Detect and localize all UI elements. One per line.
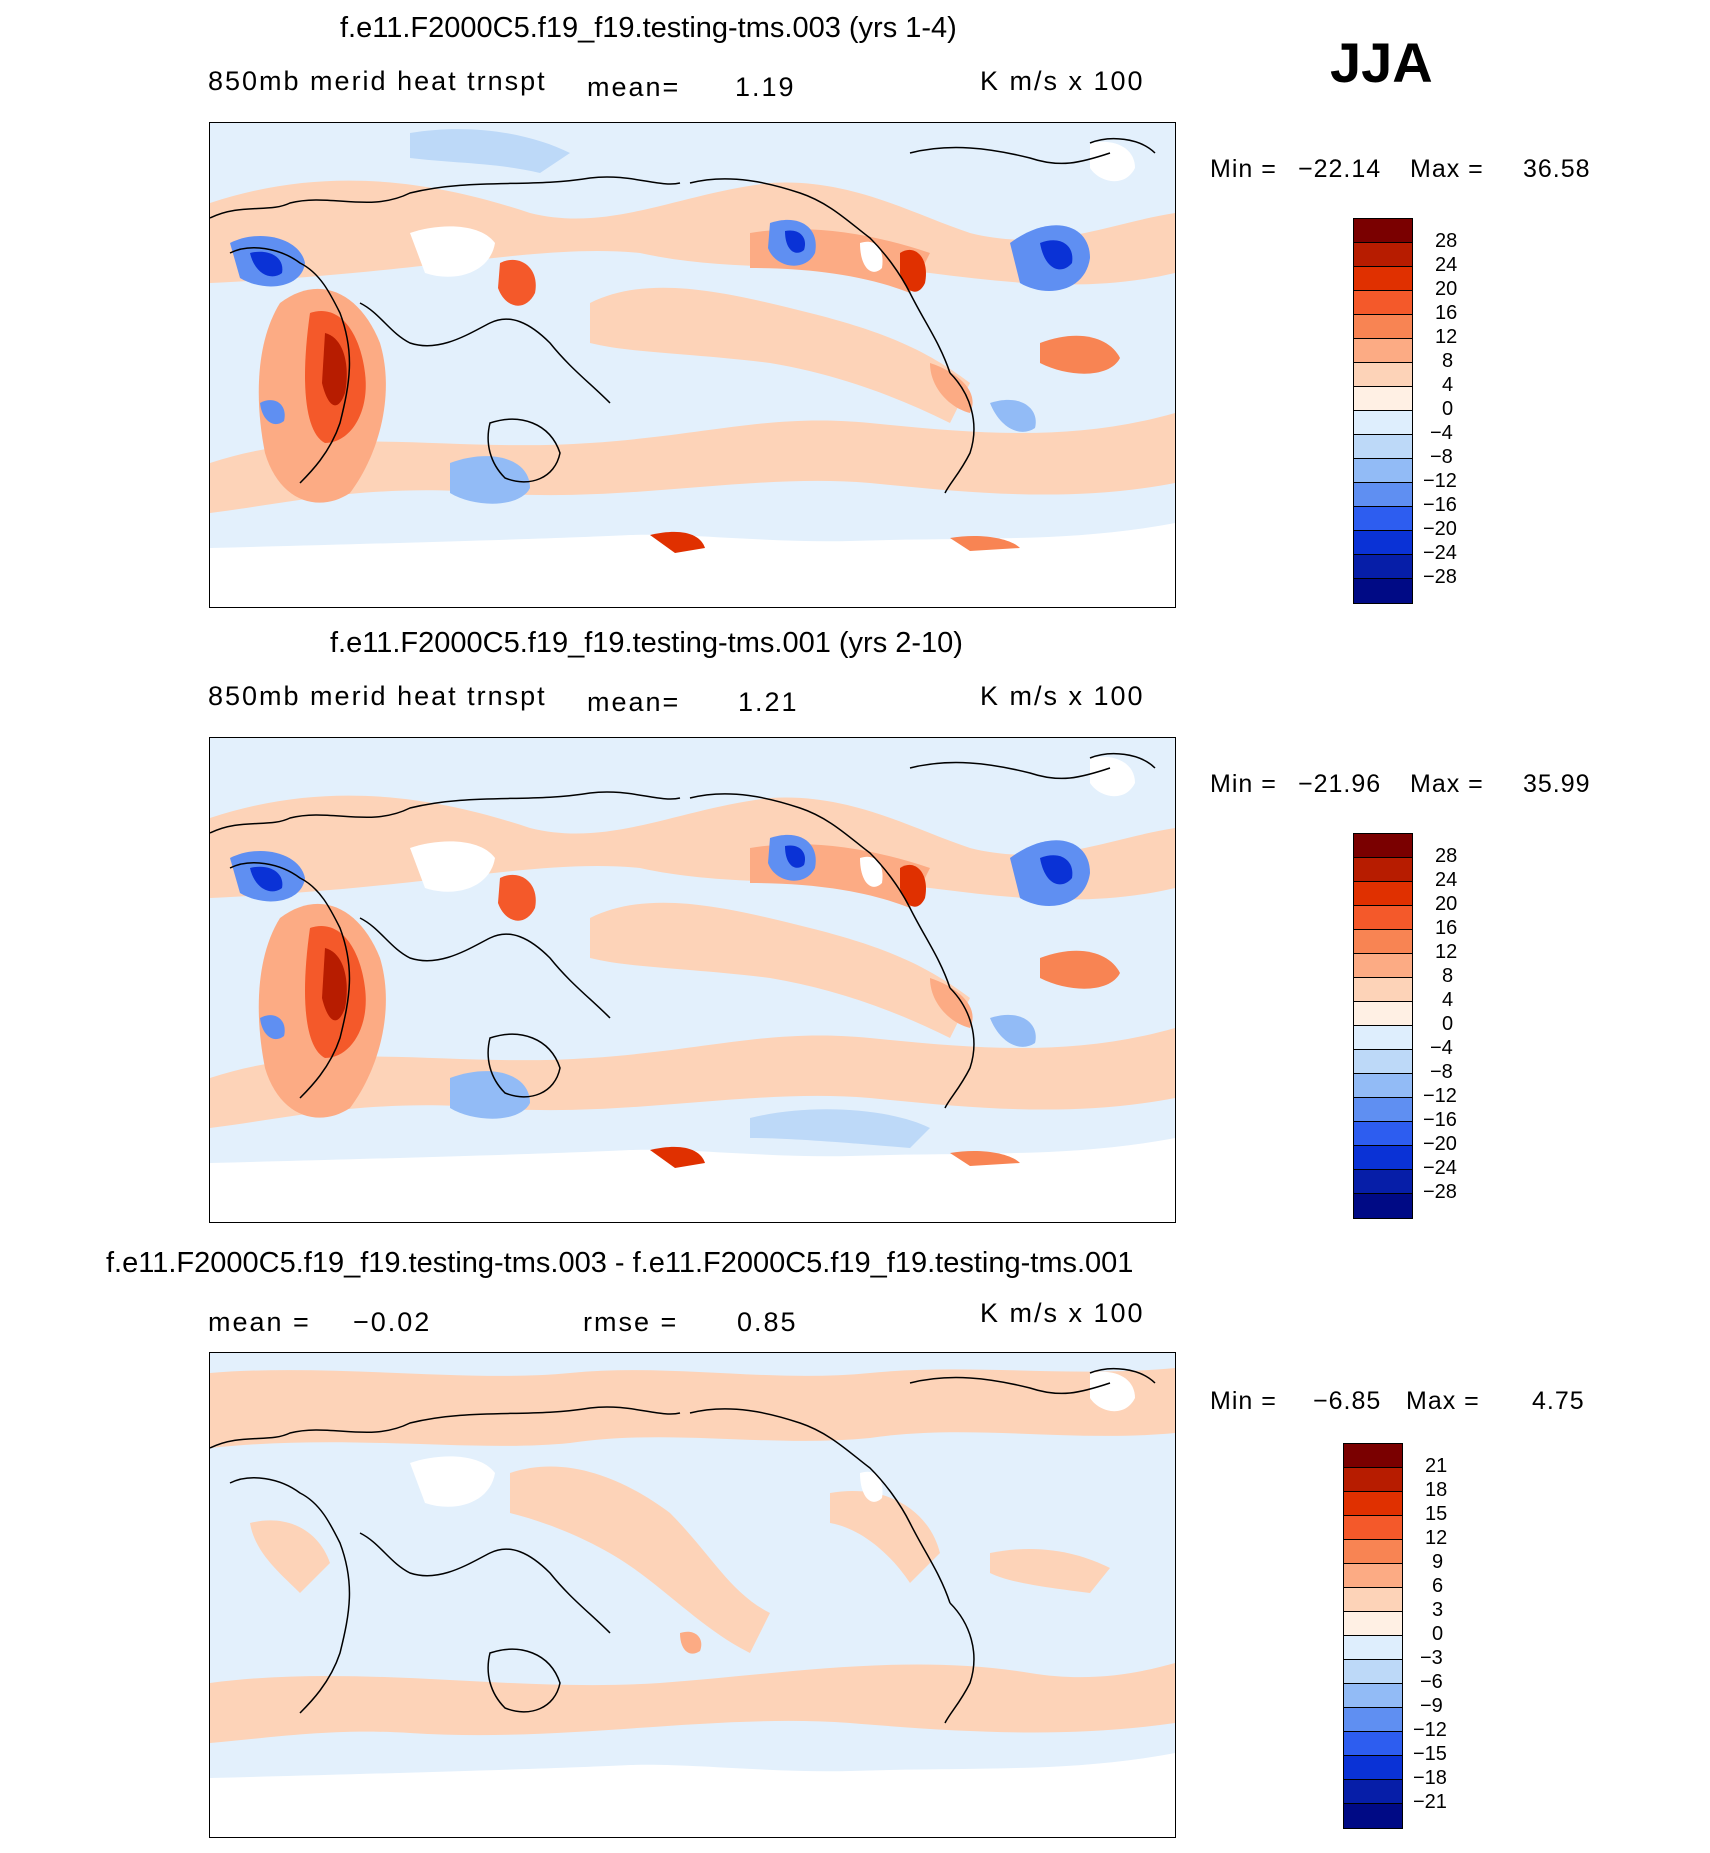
panel-1-title: f.e11.F2000C5.f19_f19.testing-tms.003 (y… <box>340 12 957 44</box>
colorbar-label: −12 <box>1423 1085 1457 1107</box>
colorbar-label: −24 <box>1423 1157 1457 1179</box>
panel-3-map <box>209 1352 1176 1838</box>
panel-1-units: K m/s x 100 <box>980 66 1145 96</box>
panel-1-min-value: −22.14 <box>1298 155 1382 183</box>
colorbar-label: −15 <box>1413 1743 1447 1765</box>
panel-3-min-label: Min = <box>1210 1387 1277 1415</box>
panel-2-max-value: 35.99 <box>1523 770 1591 798</box>
panel-2-map-field <box>210 738 1175 1222</box>
colorbar-label: −12 <box>1423 470 1457 492</box>
colorbar-label: −20 <box>1423 1133 1457 1155</box>
panel-2-max-label: Max = <box>1410 770 1484 798</box>
colorbar-label: −28 <box>1423 1181 1457 1203</box>
colorbar-label: 12 <box>1435 941 1458 963</box>
colorbar-label: 20 <box>1435 893 1458 915</box>
colorbar-label: 18 <box>1425 1479 1448 1501</box>
colorbar-label: 21 <box>1425 1455 1448 1477</box>
colorbar-label: −18 <box>1413 1767 1447 1789</box>
panel-3-mean-value: −0.02 <box>353 1307 432 1337</box>
colorbar-label: 9 <box>1432 1551 1444 1573</box>
colorbar-label: −4 <box>1430 1037 1453 1059</box>
colorbar-label: 12 <box>1435 326 1458 348</box>
colorbar-label: 0 <box>1442 398 1454 420</box>
colorbar-label: −28 <box>1423 566 1457 588</box>
panel-2-colorbar <box>1353 833 1413 1219</box>
colorbar-label: −20 <box>1423 518 1457 540</box>
colorbar-label: 28 <box>1435 845 1458 867</box>
colorbar-label: 24 <box>1435 254 1458 276</box>
colorbar-label: 8 <box>1442 350 1454 372</box>
panel-3-colorbar <box>1343 1443 1403 1829</box>
colorbar-label: 4 <box>1442 374 1454 396</box>
panel-1-max-value: 36.58 <box>1523 155 1591 183</box>
panel-2-mean-label: mean= <box>587 687 681 717</box>
colorbar-label: 16 <box>1435 917 1458 939</box>
panel-3-units: K m/s x 100 <box>980 1298 1145 1328</box>
colorbar-label: 0 <box>1432 1623 1444 1645</box>
colorbar-label: 8 <box>1442 965 1454 987</box>
colorbar-label: 24 <box>1435 869 1458 891</box>
panel-3-title: f.e11.F2000C5.f19_f19.testing-tms.003 - … <box>106 1247 1134 1279</box>
panel-2-mean-value: 1.21 <box>738 687 799 717</box>
colorbar-label: 3 <box>1432 1599 1444 1621</box>
colorbar-label: 12 <box>1425 1527 1448 1549</box>
panel-3-max-label: Max = <box>1406 1387 1480 1415</box>
colorbar-label: −8 <box>1430 446 1453 468</box>
season-label: JJA <box>1330 31 1433 94</box>
colorbar-label: −12 <box>1413 1719 1447 1741</box>
panel-2-title: f.e11.F2000C5.f19_f19.testing-tms.001 (y… <box>330 627 963 659</box>
colorbar-label: 15 <box>1425 1503 1448 1525</box>
panel-1-mean-label: mean= <box>587 72 681 102</box>
colorbar-label: 28 <box>1435 230 1458 252</box>
panel-3-min-value: −6.85 <box>1313 1387 1382 1415</box>
panel-2-variable: 850mb merid heat trnspt <box>208 681 547 711</box>
panel-1-max-label: Max = <box>1410 155 1484 183</box>
panel-3-rmse-value: 0.85 <box>737 1307 798 1337</box>
colorbar-label: −3 <box>1420 1647 1443 1669</box>
colorbar-label: −16 <box>1423 1109 1457 1131</box>
panel-1-map <box>209 122 1176 608</box>
panel-3-mean-label: mean = <box>208 1307 311 1337</box>
panel-3-map-field <box>210 1353 1175 1837</box>
panel-1-mean-value: 1.19 <box>735 72 796 102</box>
colorbar-label: 0 <box>1442 1013 1454 1035</box>
panel-3-max-value: 4.75 <box>1532 1387 1585 1415</box>
panel-2-map <box>209 737 1176 1223</box>
panel-2-units: K m/s x 100 <box>980 681 1145 711</box>
panel-1-min-label: Min = <box>1210 155 1277 183</box>
colorbar-label: −6 <box>1420 1671 1443 1693</box>
colorbar-label: 4 <box>1442 989 1454 1011</box>
panel-1-variable: 850mb merid heat trnspt <box>208 66 547 96</box>
colorbar-label: −4 <box>1430 422 1453 444</box>
panel-2-min-label: Min = <box>1210 770 1277 798</box>
colorbar-label: −9 <box>1420 1695 1443 1717</box>
colorbar-label: −21 <box>1413 1791 1447 1813</box>
panel-1-colorbar <box>1353 218 1413 604</box>
panel-1-map-field <box>210 123 1175 607</box>
colorbar-label: 16 <box>1435 302 1458 324</box>
colorbar-label: −16 <box>1423 494 1457 516</box>
panel-2-min-value: −21.96 <box>1298 770 1382 798</box>
colorbar-label: −24 <box>1423 542 1457 564</box>
colorbar-label: 6 <box>1432 1575 1444 1597</box>
colorbar-label: −8 <box>1430 1061 1453 1083</box>
colorbar-label: 20 <box>1435 278 1458 300</box>
panel-3-rmse-label: rmse = <box>583 1307 679 1337</box>
